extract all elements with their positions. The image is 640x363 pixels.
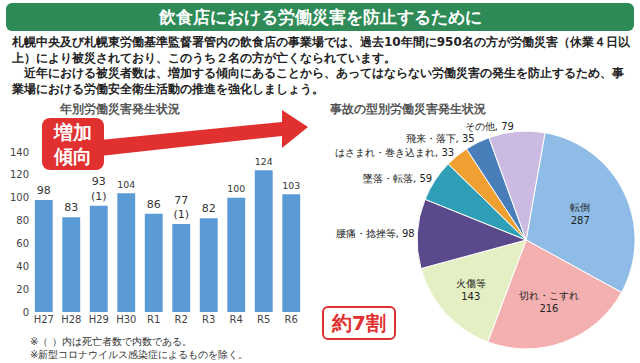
svg-text:140: 140 (10, 147, 29, 158)
svg-text:100: 100 (10, 192, 29, 203)
svg-text:40: 40 (16, 261, 29, 272)
html-text:事故の型別労働災害発生状況: 事故の型別労働災害発生状況 (330, 102, 486, 116)
svg-text:はさまれ・巻き込まれ, 33: はさまれ・巻き込まれ, 33 (335, 147, 454, 158)
html-text:増加傾向: 増加傾向 (54, 121, 92, 167)
svg-text:転倒287: 転倒287 (570, 202, 590, 226)
svg-text:火傷等143: 火傷等143 (456, 278, 486, 302)
svg-text:R1: R1 (147, 314, 160, 325)
svg-text:切れ・こすれ216: 切れ・こすれ216 (519, 290, 579, 314)
svg-text:77(1): 77(1) (173, 194, 189, 221)
svg-text:0: 0 (23, 307, 29, 318)
svg-text:82: 82 (202, 202, 216, 215)
svg-text:83: 83 (64, 201, 78, 214)
svg-text:腰痛・捻挫等, 98: 腰痛・捻挫等, 98 (336, 228, 415, 239)
html-text:約7割: 約7割 (332, 311, 386, 335)
svg-text:93(1): 93(1) (91, 175, 107, 202)
svg-text:120: 120 (10, 169, 29, 180)
svg-text:R2: R2 (175, 314, 188, 325)
svg-text:H29: H29 (89, 314, 109, 325)
svg-text:H28: H28 (61, 314, 81, 325)
svg-text:104: 104 (117, 179, 135, 190)
html-text:年別労働災害発生状況: 年別労働災害発生状況 (60, 102, 180, 116)
svg-text:飛来・落下, 35: 飛来・落下, 35 (406, 133, 475, 144)
html-text:※（ ）内は死亡者数で内数である。: ※（ ）内は死亡者数で内数である。 (30, 336, 192, 347)
svg-text:その他, 79: その他, 79 (465, 121, 514, 132)
html-text:近年における被災者数は、増加する傾向にあることから、あっては: 近年における被災者数は、増加する傾向にあることから、あってはならない労働災害の発… (12, 66, 624, 96)
html-text:札幌中央及び札幌東労働基準監督署管内の飲食店の事業場では、過: 札幌中央及び札幌東労働基準監督署管内の飲食店の事業場では、過去10年間に950名… (12, 35, 630, 65)
svg-text:R3: R3 (202, 314, 215, 325)
svg-text:H27: H27 (34, 314, 54, 325)
svg-text:R5: R5 (257, 314, 270, 325)
svg-text:R4: R4 (230, 314, 243, 325)
svg-text:86: 86 (147, 198, 161, 211)
svg-text:80: 80 (16, 215, 29, 226)
svg-text:98: 98 (37, 184, 51, 197)
svg-text:60: 60 (16, 238, 29, 249)
svg-text:20: 20 (16, 284, 29, 295)
html-text:飲食店における労働災害を防止するために: 飲食店における労働災害を防止するために (158, 7, 482, 27)
svg-text:墜落・転落, 59: 墜落・転落, 59 (363, 173, 432, 184)
svg-text:124: 124 (255, 156, 273, 167)
svg-text:103: 103 (282, 180, 300, 191)
svg-text:100: 100 (227, 183, 245, 194)
svg-text:R6: R6 (285, 314, 298, 325)
html-text:※新型コロナウイルス感染症によるものを除く。: ※新型コロナウイルス感染症によるものを除く。 (30, 349, 249, 360)
svg-text:H30: H30 (116, 314, 136, 325)
